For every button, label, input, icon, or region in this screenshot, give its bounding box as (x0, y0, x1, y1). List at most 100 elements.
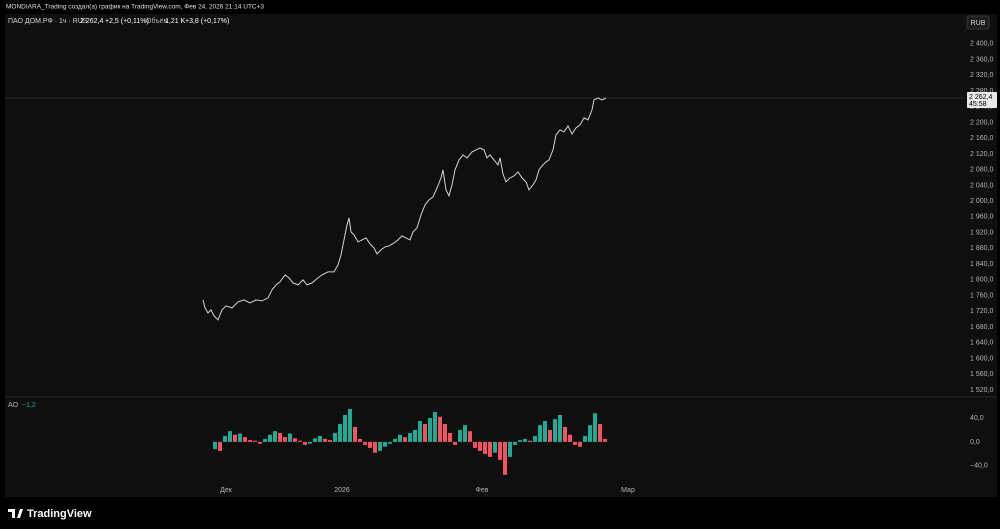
ao-bar (303, 441, 307, 445)
ao-bar (543, 420, 547, 442)
symbol: ПАО ДОМ.РФ · 1ч · RUS (8, 18, 88, 25)
x-tick-label: Дек (220, 487, 233, 494)
ao-bar (548, 429, 552, 442)
ao-bar (528, 440, 532, 442)
ao-bar (553, 419, 557, 442)
ao-bar (483, 441, 487, 454)
ao-bar (258, 441, 262, 444)
ao-bar (378, 441, 382, 451)
ao-bar (228, 431, 232, 442)
ao-bar (513, 441, 517, 445)
header-text: MONDIARA_Trading создал(а) график на Tra… (6, 4, 264, 11)
volume-change: +3,8 (+0,17%) (185, 18, 229, 25)
ao-bar (468, 431, 472, 442)
ao-bar (233, 434, 237, 442)
ao-bar (323, 438, 327, 442)
ao-bar (288, 433, 292, 442)
y-tick-label: 1 600,0 (970, 355, 993, 362)
ao-bar (563, 426, 567, 442)
ao-bar (418, 420, 422, 442)
currency[interactable]: RUB (971, 20, 986, 27)
ao-bar (343, 414, 347, 442)
ao-bar (218, 441, 222, 451)
ao-bar (283, 437, 287, 442)
ao-bar (458, 429, 462, 442)
indicator-value: −1,2 (22, 402, 36, 409)
ao-bar (518, 440, 522, 442)
ao-bar (473, 441, 477, 448)
y-tick-label: 1 840,0 (970, 261, 993, 268)
ao-bar (383, 441, 387, 447)
ao-bar (503, 441, 507, 475)
currency-button[interactable] (966, 15, 990, 30)
ao-bar (298, 440, 302, 442)
ao-bar (353, 426, 357, 442)
ao-bar (598, 423, 602, 442)
y-tick-label: 2 160,0 (970, 135, 993, 142)
ao-bar (338, 423, 342, 442)
y-tick-label: 2 040,0 (970, 182, 993, 189)
y-tick-label: 0,0 (970, 439, 980, 446)
ao-bar (438, 416, 442, 442)
ao-bar (248, 440, 252, 442)
ao-bar (368, 441, 372, 448)
y-tick-label: 2 280,0 (970, 88, 993, 95)
ao-bar (313, 438, 317, 442)
ao-bar (268, 434, 272, 442)
ao-bar (603, 438, 607, 442)
indicator-title: AO (8, 402, 19, 409)
ao-bar (443, 423, 447, 442)
y-tick-label: 40,0 (970, 415, 984, 422)
ao-bar (318, 435, 322, 442)
ao-bar (243, 437, 247, 442)
ao-bar (398, 434, 402, 442)
volume-title: Объём (146, 17, 168, 25)
y-tick-label: −40,0 (970, 463, 988, 470)
y-tick-label: 2 320,0 (970, 72, 993, 79)
brand: TradingView (27, 508, 92, 520)
footer-bar (0, 500, 1000, 529)
ao-bar (238, 433, 242, 442)
ao-bar (498, 441, 502, 460)
x-tick-label: Фев (476, 487, 489, 494)
ao-bar (428, 417, 432, 442)
ao-bar (493, 441, 497, 453)
ao-bar (568, 434, 572, 442)
y-tick-label: 1 880,0 (970, 245, 993, 252)
ao-bar (558, 414, 562, 442)
ao-bar (363, 441, 367, 445)
ao-bar (348, 408, 352, 442)
ao-bar (538, 425, 542, 442)
y-tick-label: 1 640,0 (970, 340, 993, 347)
ao-bar (433, 411, 437, 442)
countdown: 45:58 (969, 101, 987, 108)
brand-logo (8, 509, 23, 518)
last-value: 2 262,4 (80, 18, 103, 25)
ao-bar (358, 438, 362, 442)
ao-bar (488, 441, 492, 457)
last-price-badge (967, 91, 997, 108)
ao-bar (388, 441, 392, 444)
ao-bar (408, 432, 412, 442)
ao-bar (523, 438, 527, 442)
ao-bar (263, 438, 267, 442)
ao-bar (403, 437, 407, 442)
volume: 1,21 K (165, 18, 186, 25)
ao-bar (223, 435, 227, 442)
y-tick-label: 2 000,0 (970, 198, 993, 205)
ao-bar (448, 432, 452, 442)
y-tick-label: 1 560,0 (970, 371, 993, 378)
y-tick-label: 2 120,0 (970, 151, 993, 158)
ao-bar (328, 440, 332, 442)
ao-bar (588, 425, 592, 442)
ao-bar (463, 425, 467, 442)
price-line (202, 97, 607, 321)
y-tick-label: 2 080,0 (970, 167, 993, 174)
y-tick-label: 1 920,0 (970, 229, 993, 236)
ao-bar (213, 441, 217, 450)
y-tick-label: 2 200,0 (970, 119, 993, 126)
change: +2,5 (+0,11%) (105, 18, 149, 25)
ao-bar (333, 432, 337, 442)
x-tick-label: Мар (621, 487, 635, 494)
